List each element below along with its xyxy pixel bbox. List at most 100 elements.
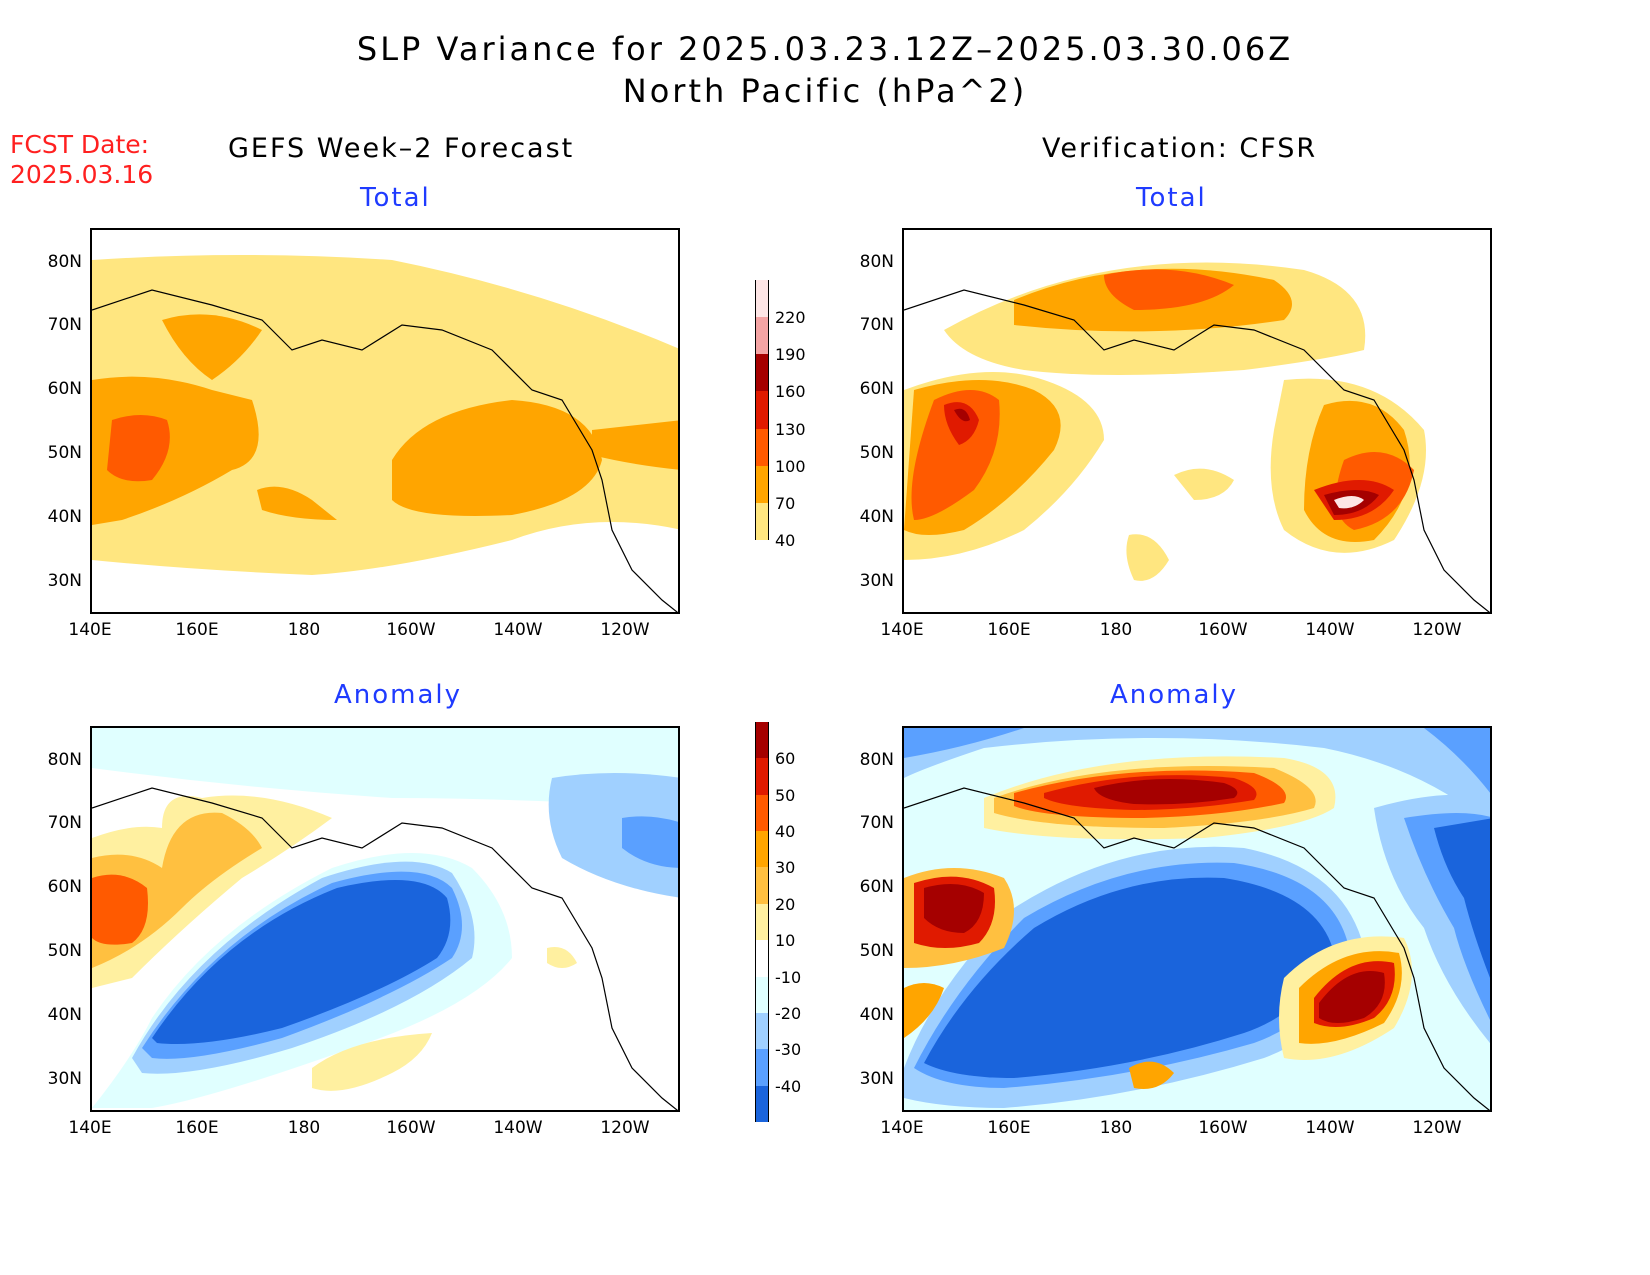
main-title: SLP Variance for 2025.03.23.12Z–2025.03.… (356, 30, 1294, 68)
lon-tick-verif-total: 180 (1099, 620, 1133, 640)
lat-tick-verif-total: 80N (859, 252, 894, 272)
lat-tick-forecast-total: 30N (47, 571, 82, 591)
colorbar-segment (755, 391, 769, 430)
panel-title-verif-total: Total (1136, 183, 1207, 213)
coastline (92, 289, 678, 612)
colorbar-segment (755, 1085, 769, 1123)
lat-tick-forecast-total: 60N (47, 379, 82, 399)
colorbar-label: 60 (775, 749, 796, 769)
lon-tick-forecast-anomaly: 160W (386, 1118, 436, 1138)
panel-title-forecast-total: Total (360, 183, 431, 213)
lon-tick-verif-total: 160E (987, 620, 1031, 640)
lat-tick-forecast-anomaly: 30N (47, 1069, 82, 1089)
lon-tick-verif-anomaly: 140W (1305, 1118, 1355, 1138)
contour-220-east (1334, 496, 1364, 509)
contour-10-west (92, 795, 332, 988)
colorbar-anomaly: 60 50 40 30 20 10 -10 -20 -30 -40 (755, 712, 801, 1132)
contour-40-south (1126, 534, 1169, 581)
lat-tick-forecast-total: 80N (47, 252, 82, 272)
contour-70-south (257, 486, 337, 520)
lon-tick-verif-anomaly: 160W (1198, 1118, 1248, 1138)
lat-tick-verif-anomaly: 70N (859, 813, 894, 833)
colorbar-label: -10 (775, 967, 802, 987)
lat-tick-verif-total: 40N (859, 507, 894, 527)
coastline (904, 787, 1490, 1110)
contour-neg10-top (92, 728, 678, 808)
contour-60-west (924, 884, 984, 933)
lon-tick-forecast-total: 160W (386, 620, 436, 640)
colorbar-segment (755, 317, 769, 355)
colorbar-label: 100 (775, 456, 806, 476)
contour-70-west (92, 376, 259, 525)
colorbar-label: -20 (775, 1003, 802, 1023)
contour-100-arctic (1104, 269, 1234, 310)
right-heading: Verification: CFSR (1042, 133, 1318, 164)
colorbar-label: 160 (775, 382, 806, 402)
lat-tick-forecast-total: 40N (47, 507, 82, 527)
colorbar-segment (755, 976, 769, 1014)
lat-tick-forecast-anomaly: 60N (47, 877, 82, 897)
colorbar-segment (755, 903, 769, 941)
colorbar-label: 130 (775, 419, 806, 439)
contour-160-west (954, 408, 970, 422)
colorbar-segment (755, 280, 769, 318)
contour-70-gulf (392, 400, 602, 516)
colorbar-segment (755, 354, 769, 392)
colorbar-label: 30 (775, 858, 796, 878)
lat-tick-verif-anomaly: 80N (859, 750, 894, 770)
contour-10-south (312, 1033, 432, 1091)
contour-neg20-east (548, 773, 678, 898)
lat-tick-verif-total: 60N (859, 379, 894, 399)
colorbar-segment (755, 940, 769, 978)
contour-neg40-east (1434, 818, 1490, 978)
panel-title-forecast-anomaly: Anomaly (334, 680, 463, 710)
map-forecast-total (90, 228, 680, 614)
panel-title-verif-anomaly: Anomaly (1110, 680, 1239, 710)
colorbar-segment (755, 867, 769, 905)
lat-tick-verif-anomaly: 50N (859, 941, 894, 961)
colorbar-label: 70 (775, 493, 796, 513)
lat-tick-forecast-anomaly: 70N (47, 813, 82, 833)
colorbar-label: -30 (775, 1040, 802, 1060)
contour-40-west (92, 874, 148, 945)
lon-tick-forecast-total: 140W (493, 620, 543, 640)
lon-tick-forecast-anomaly: 140W (493, 1118, 543, 1138)
left-heading: GEFS Week–2 Forecast (228, 133, 575, 164)
colorbar-segment (755, 722, 769, 759)
contour-neg30-east (622, 816, 678, 868)
colorbar-segment (755, 794, 769, 832)
colorbar-segment (755, 1012, 769, 1050)
lat-tick-verif-total: 50N (859, 443, 894, 463)
lon-tick-verif-anomaly: 180 (1099, 1118, 1133, 1138)
lat-tick-forecast-total: 50N (47, 443, 82, 463)
fcst-date-label: FCST Date: (10, 130, 150, 159)
contour-70-north (162, 314, 262, 380)
contour-130-west (944, 402, 979, 445)
colorbar-label: 40 (775, 531, 796, 550)
lat-tick-verif-anomaly: 60N (859, 877, 894, 897)
lat-tick-verif-anomaly: 30N (859, 1069, 894, 1089)
colorbar-label: 40 (775, 822, 796, 842)
colorbar-segment (755, 1049, 769, 1087)
contour-10-mid (547, 947, 577, 968)
lat-tick-forecast-anomaly: 40N (47, 1005, 82, 1025)
contour-100-kamchatka (107, 415, 170, 482)
lon-tick-verif-anomaly: 140E (880, 1118, 924, 1138)
lon-tick-forecast-total: 180 (287, 620, 321, 640)
colorbar-segment (755, 465, 769, 504)
lon-tick-verif-total: 160W (1198, 620, 1248, 640)
colorbar-label: 220 (775, 308, 806, 328)
contour-70-east (592, 420, 678, 470)
contour-60-arctic (1094, 779, 1238, 805)
colorbar-label: 10 (775, 931, 796, 951)
colorbar-segment (755, 758, 769, 796)
lat-tick-forecast-total: 70N (47, 315, 82, 335)
colorbar-segment (755, 428, 769, 467)
colorbar-segment (755, 502, 769, 541)
coastline (904, 289, 1490, 612)
lon-tick-verif-total: 140W (1305, 620, 1355, 640)
lon-tick-forecast-total: 140E (68, 620, 112, 640)
lon-tick-forecast-total: 160E (175, 620, 219, 640)
lon-tick-verif-total: 140E (880, 620, 924, 640)
colorbar-segment (755, 831, 769, 868)
